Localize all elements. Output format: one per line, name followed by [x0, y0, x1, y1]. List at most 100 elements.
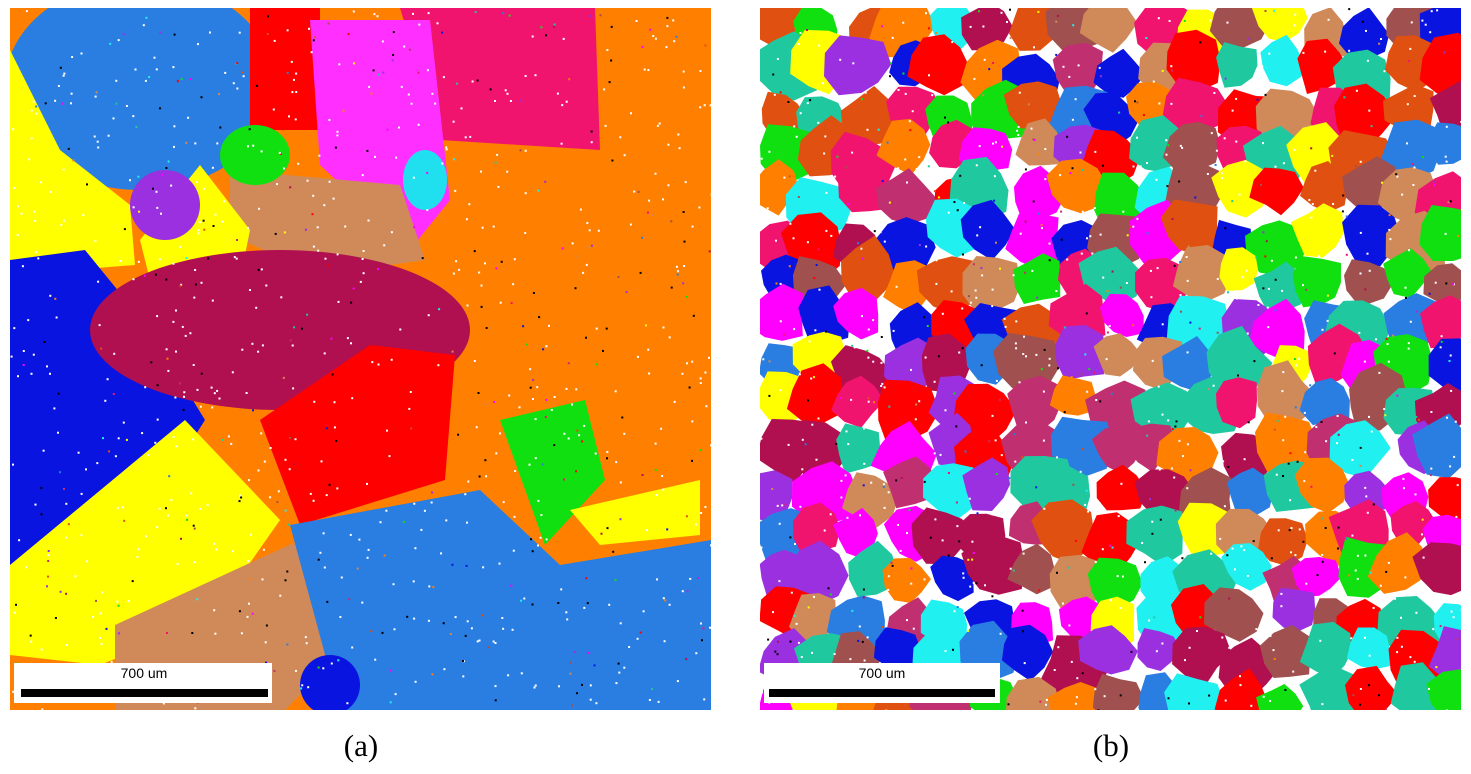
speck — [78, 452, 80, 454]
speck — [1086, 391, 1088, 393]
speck — [17, 205, 19, 207]
speck — [1384, 70, 1386, 72]
speck — [1087, 511, 1089, 513]
speck — [1156, 650, 1158, 652]
speck — [948, 472, 950, 474]
speck — [851, 152, 853, 154]
speck — [1189, 322, 1191, 324]
speck — [165, 279, 167, 281]
speck — [868, 397, 870, 399]
speck — [222, 439, 224, 441]
speck — [1266, 240, 1268, 242]
speck — [701, 639, 703, 641]
speck — [1061, 239, 1063, 241]
speck — [1302, 52, 1304, 54]
speck — [1086, 490, 1088, 492]
speck — [203, 220, 205, 222]
speck — [12, 691, 14, 693]
speck — [325, 258, 327, 260]
speck — [601, 533, 603, 535]
speck — [633, 191, 635, 193]
speck — [798, 196, 800, 198]
speck — [118, 437, 120, 439]
speck — [1319, 640, 1321, 642]
speck — [465, 136, 467, 138]
speck — [286, 644, 288, 646]
speck — [1102, 165, 1104, 167]
speck — [984, 59, 986, 61]
speck — [466, 565, 468, 567]
speck — [1401, 646, 1403, 648]
speck — [1364, 288, 1366, 290]
speck — [323, 204, 325, 206]
speck — [681, 373, 683, 375]
speck — [443, 622, 445, 624]
speck — [1402, 478, 1404, 480]
speck — [649, 29, 651, 31]
speck — [1385, 571, 1387, 573]
speck — [451, 564, 453, 566]
speck — [329, 181, 331, 183]
speck — [390, 670, 392, 672]
speck — [938, 196, 940, 198]
speck — [334, 401, 336, 403]
speck — [219, 127, 221, 129]
speck — [1105, 590, 1107, 592]
speck — [123, 33, 125, 35]
speck — [1099, 67, 1101, 69]
speck — [357, 568, 359, 570]
speck — [697, 577, 699, 579]
speck — [1072, 167, 1074, 169]
speck — [1294, 358, 1296, 360]
speck — [285, 510, 287, 512]
speck — [830, 235, 832, 237]
speck — [510, 100, 512, 102]
speck — [35, 251, 37, 253]
speck — [262, 578, 264, 580]
speck — [798, 43, 800, 45]
speck — [147, 454, 149, 456]
speck — [257, 351, 259, 353]
speck — [1024, 272, 1026, 274]
speck — [561, 104, 563, 106]
speck — [655, 38, 657, 40]
speck — [96, 462, 98, 464]
speck — [1277, 420, 1279, 422]
speck — [481, 285, 483, 287]
speck — [554, 24, 556, 26]
speck — [872, 361, 874, 363]
speck — [1199, 41, 1201, 43]
speck — [636, 20, 638, 22]
speck — [180, 538, 182, 540]
speck — [1317, 574, 1319, 576]
speck — [1157, 267, 1159, 269]
speck — [21, 213, 23, 215]
speck — [1021, 456, 1023, 458]
speck — [943, 400, 945, 402]
speck — [175, 310, 177, 312]
speck — [132, 115, 134, 117]
speck — [293, 463, 295, 465]
speck — [1095, 399, 1097, 401]
speck — [44, 497, 46, 499]
speck — [884, 386, 886, 388]
speck — [882, 180, 884, 182]
speck — [1290, 452, 1292, 454]
speck — [295, 670, 297, 672]
speck — [443, 668, 445, 670]
speck — [1338, 434, 1340, 436]
speck — [1370, 572, 1372, 574]
speck — [1237, 375, 1239, 377]
speck — [606, 328, 608, 330]
speck — [1136, 101, 1138, 103]
speck — [1378, 694, 1380, 696]
speck — [816, 459, 818, 461]
speck — [201, 282, 203, 284]
speck — [183, 396, 185, 398]
speck — [458, 269, 460, 271]
speck — [323, 532, 325, 534]
speck — [585, 337, 587, 339]
speck — [1380, 305, 1382, 307]
speck — [963, 577, 965, 579]
speck — [1075, 540, 1077, 542]
